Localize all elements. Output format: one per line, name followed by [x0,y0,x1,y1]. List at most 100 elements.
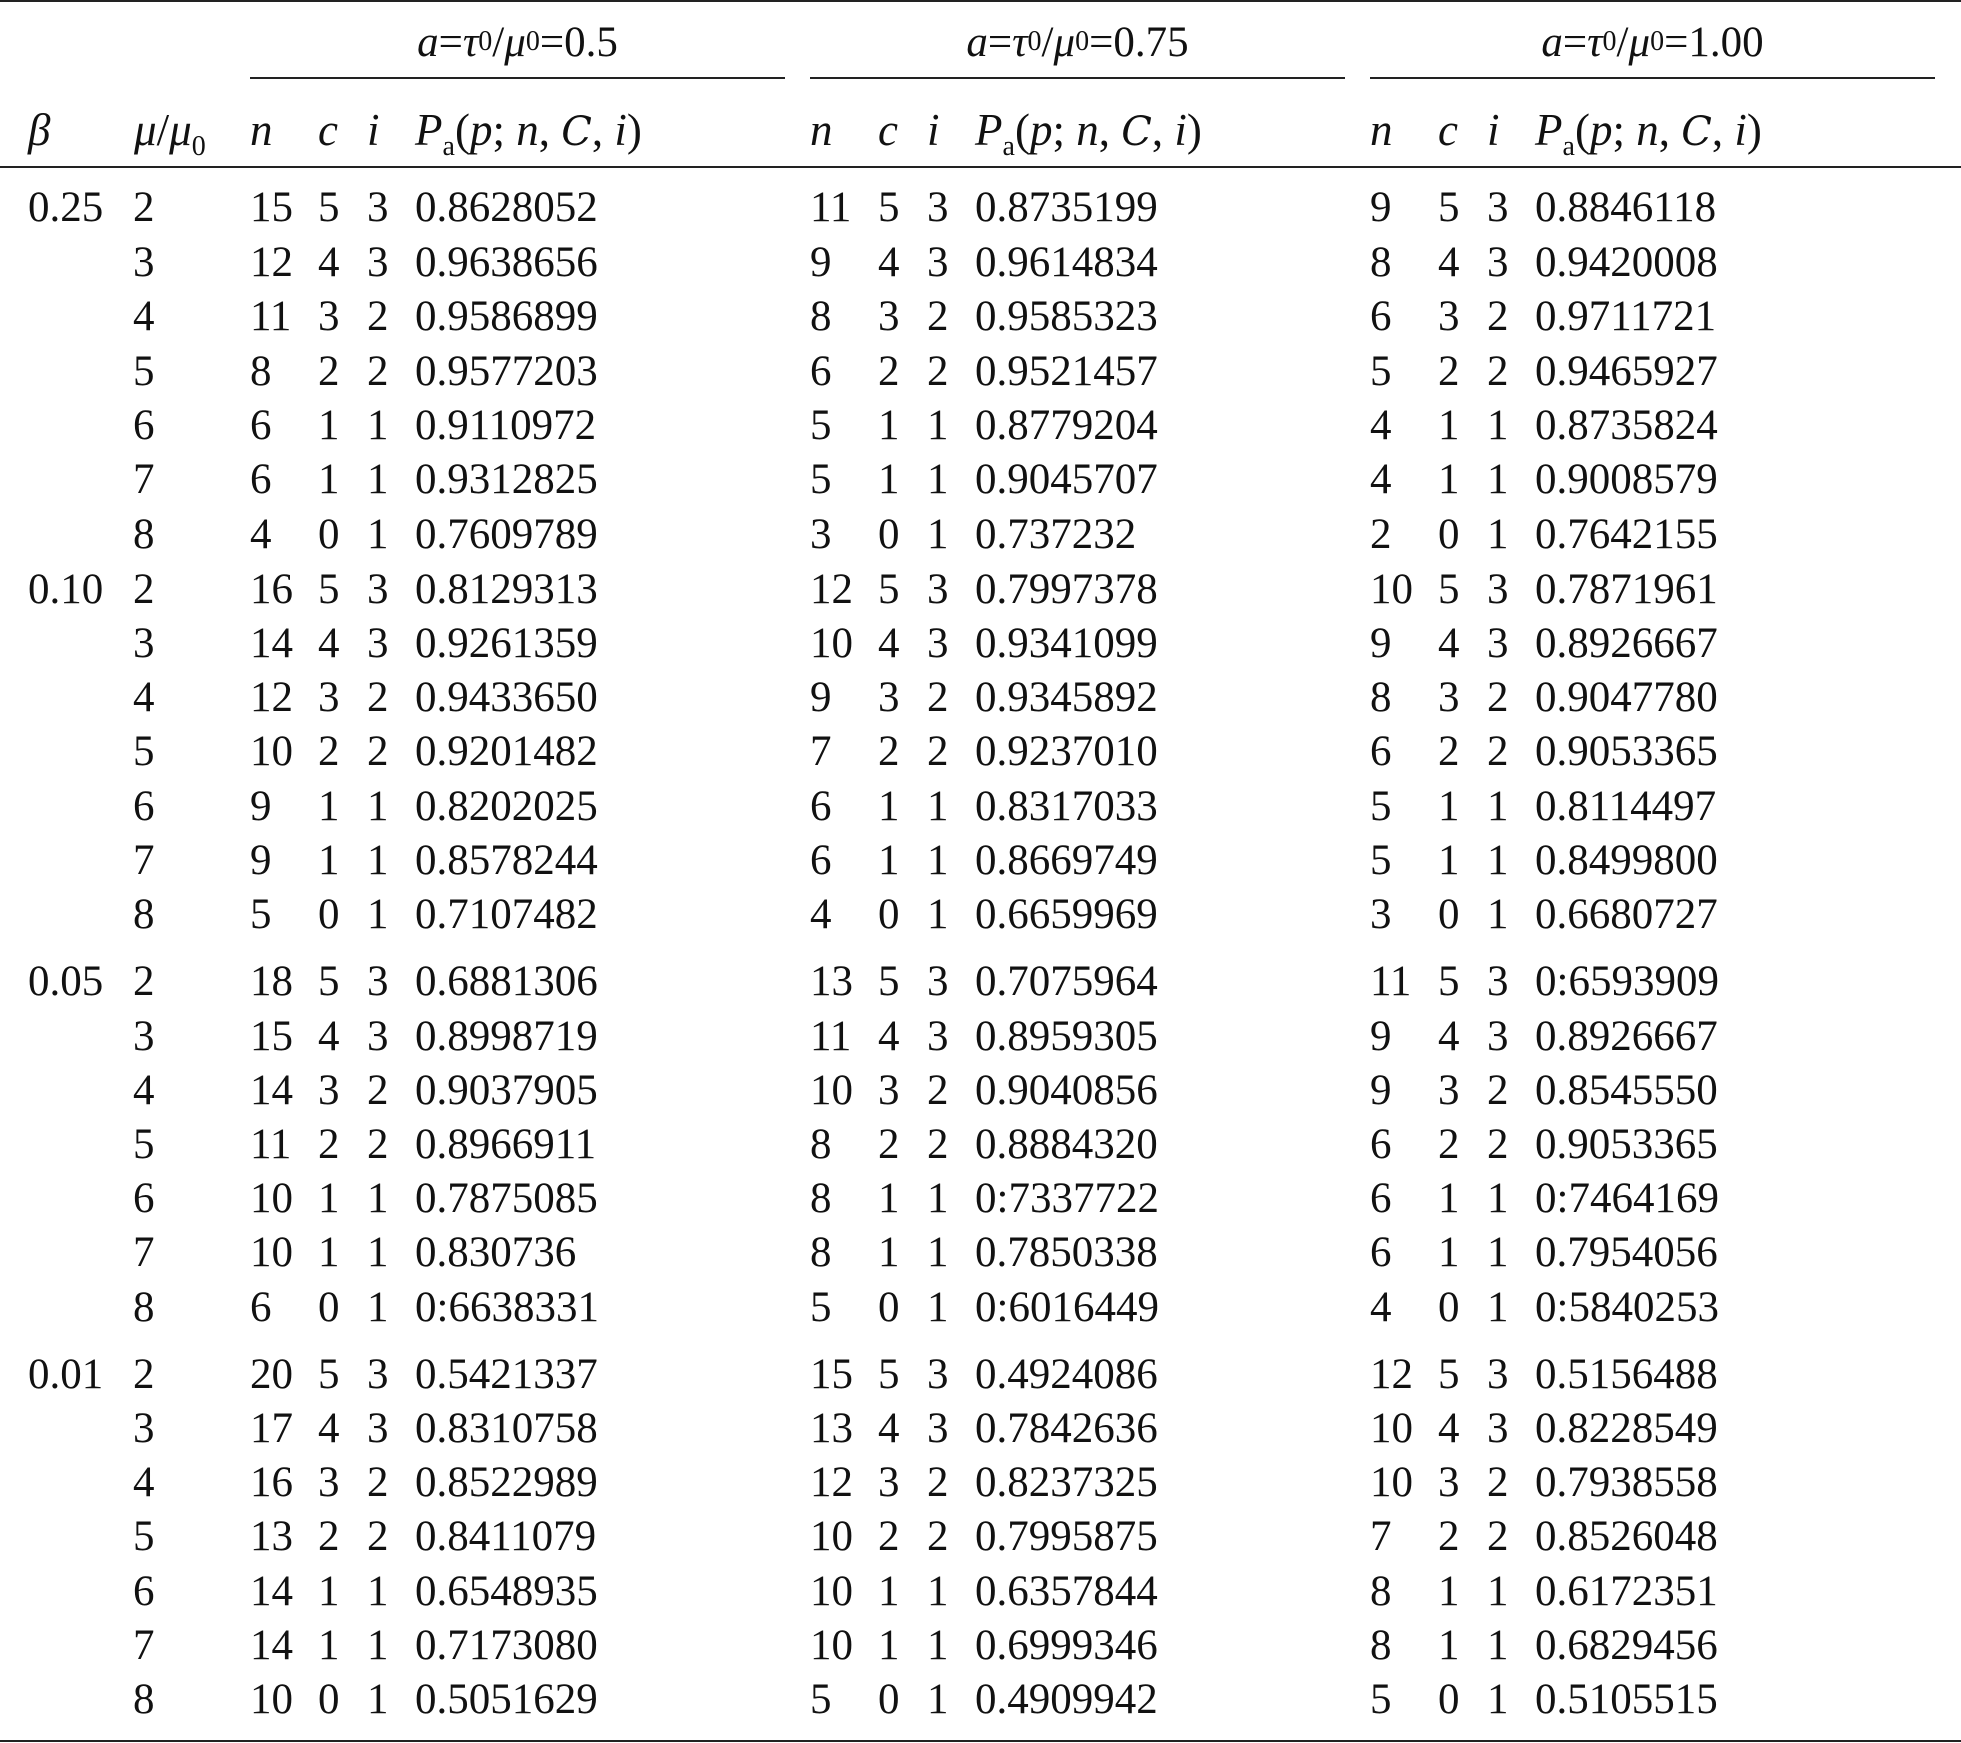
table-bottom-rule [0,1740,1961,1742]
cell-i: 3 [927,239,949,286]
cell-i: 1 [927,456,949,503]
cell-n: 10 [250,1229,293,1276]
cell-n: 12 [810,566,853,613]
cell-n: 12 [250,674,293,721]
cell-i: 1 [367,1284,389,1331]
cell-n: 9 [1370,184,1392,231]
cell-n: 10 [1370,566,1413,613]
cell-n: 11 [810,184,852,231]
cell-i: 2 [367,674,389,721]
cell-c: 2 [1438,348,1460,395]
cell-n: 6 [1370,1229,1392,1276]
cell-beta: 0.25 [28,184,104,231]
cell-mu-ratio: 4 [133,293,155,340]
cell-c: 3 [1438,1459,1460,1506]
cell-i: 2 [1487,728,1509,775]
cell-c: 2 [318,1121,340,1168]
cell-n: 10 [250,1676,293,1723]
cell-c: 2 [318,728,340,775]
cell-pa: 0.9345892 [975,674,1158,721]
cell-c: 4 [1438,239,1460,286]
cell-c: 5 [1438,566,1460,613]
cell-n: 6 [810,783,832,830]
cell-c: 0 [318,1284,340,1331]
cell-n: 17 [250,1405,293,1452]
cell-i: 1 [927,1568,949,1615]
cell-i: 1 [1487,1284,1509,1331]
table-row: 4 16 3 2 0.8522989 12 3 2 0.8237325 10 3 2 0.7938558 [0,1456,1961,1510]
cell-i: 3 [1487,1351,1509,1398]
column-header-i: i [367,105,380,155]
cell-n: 13 [250,1513,293,1560]
cell-c: 0 [318,511,340,558]
cell-pa: 0.7075964 [975,958,1158,1005]
cell-c: 4 [318,1405,340,1452]
cell-i: 1 [1487,1568,1509,1615]
cell-n: 8 [1370,674,1392,721]
cell-mu-ratio: 4 [133,1067,155,1114]
cell-i: 1 [927,1175,949,1222]
cell-i: 2 [1487,1459,1509,1506]
cell-mu-ratio: 7 [133,456,155,503]
cell-n: 8 [1370,239,1392,286]
cell-i: 1 [367,1676,389,1723]
cell-c: 1 [878,1568,900,1615]
cell-i: 2 [927,1121,949,1168]
cell-i: 3 [1487,620,1509,667]
cell-c: 3 [1438,1067,1460,1114]
cell-mu-ratio: 2 [133,184,155,231]
cell-n: 8 [810,293,832,340]
cell-pa: 0.7842636 [975,1405,1158,1452]
group-header-a-0-75: a = τ 0/μ 0 = 0.75 [966,18,1189,66]
column-header-i: i [927,105,940,155]
table-row: 3 14 4 3 0.9261359 10 4 3 0.9341099 9 4 3 0.8926667 [0,617,1961,671]
cell-n: 6 [1370,293,1392,340]
cell-c: 4 [318,239,340,286]
cell-pa: 0.5421337 [415,1351,598,1398]
cell-n: 15 [810,1351,853,1398]
cell-n: 6 [810,348,832,395]
cell-i: 3 [1487,184,1509,231]
cell-pa: 0.8846118 [1535,184,1717,231]
cell-n: 2 [1370,511,1392,558]
cell-pa: 0.9053365 [1535,1121,1718,1168]
cell-pa: 0.9341099 [975,620,1158,667]
column-header-pa: Pa(p; n, C, i) [975,105,1202,162]
table-row: 6 6 1 1 0.9110972 5 1 1 0.8779204 4 1 1 0.8735824 [0,399,1961,453]
table-row: 5 11 2 2 0.8966911 8 2 2 0.8884320 6 2 2 0.9053365 [0,1118,1961,1172]
cell-mu-ratio: 8 [133,1284,155,1331]
cell-c: 3 [878,1067,900,1114]
column-header-mu-ratio: μ/μ0 [134,105,206,162]
cell-n: 12 [810,1459,853,1506]
cell-pa: 0.7107482 [415,891,598,938]
cell-i: 2 [1487,348,1509,395]
cell-n: 13 [810,958,853,1005]
cell-i: 2 [927,293,949,340]
cell-n: 10 [810,1513,853,1560]
cell-n: 6 [1370,728,1392,775]
table-row: 8 5 0 1 0.7107482 4 0 1 0.6659969 3 0 1 0.6680727 [0,888,1961,942]
cell-pa: 0.8669749 [975,837,1158,884]
cell-pa: 0.8499800 [1535,837,1718,884]
cell-c: 1 [1438,1622,1460,1669]
cell-pa: 0.8779204 [975,402,1158,449]
cell-c: 3 [878,674,900,721]
cell-c: 5 [1438,1351,1460,1398]
cell-c: 0 [878,1284,900,1331]
cell-c: 1 [318,402,340,449]
cell-pa: 0.4909942 [975,1676,1158,1723]
cell-mu-ratio: 6 [133,402,155,449]
table-row: 3 17 4 3 0.8310758 13 4 3 0.7842636 10 4 3 0.8228549 [0,1402,1961,1456]
cell-mu-ratio: 7 [133,837,155,884]
cell-pa: 0.8628052 [415,184,598,231]
cell-n: 9 [250,837,272,884]
cell-n: 16 [250,566,293,613]
cell-c: 0 [318,891,340,938]
cell-pa: 0.737232 [975,511,1137,558]
cell-pa: 0.6659969 [975,891,1158,938]
cell-c: 5 [318,958,340,1005]
cell-c: 2 [318,348,340,395]
cell-i: 3 [927,184,949,231]
cell-c: 1 [1438,837,1460,884]
